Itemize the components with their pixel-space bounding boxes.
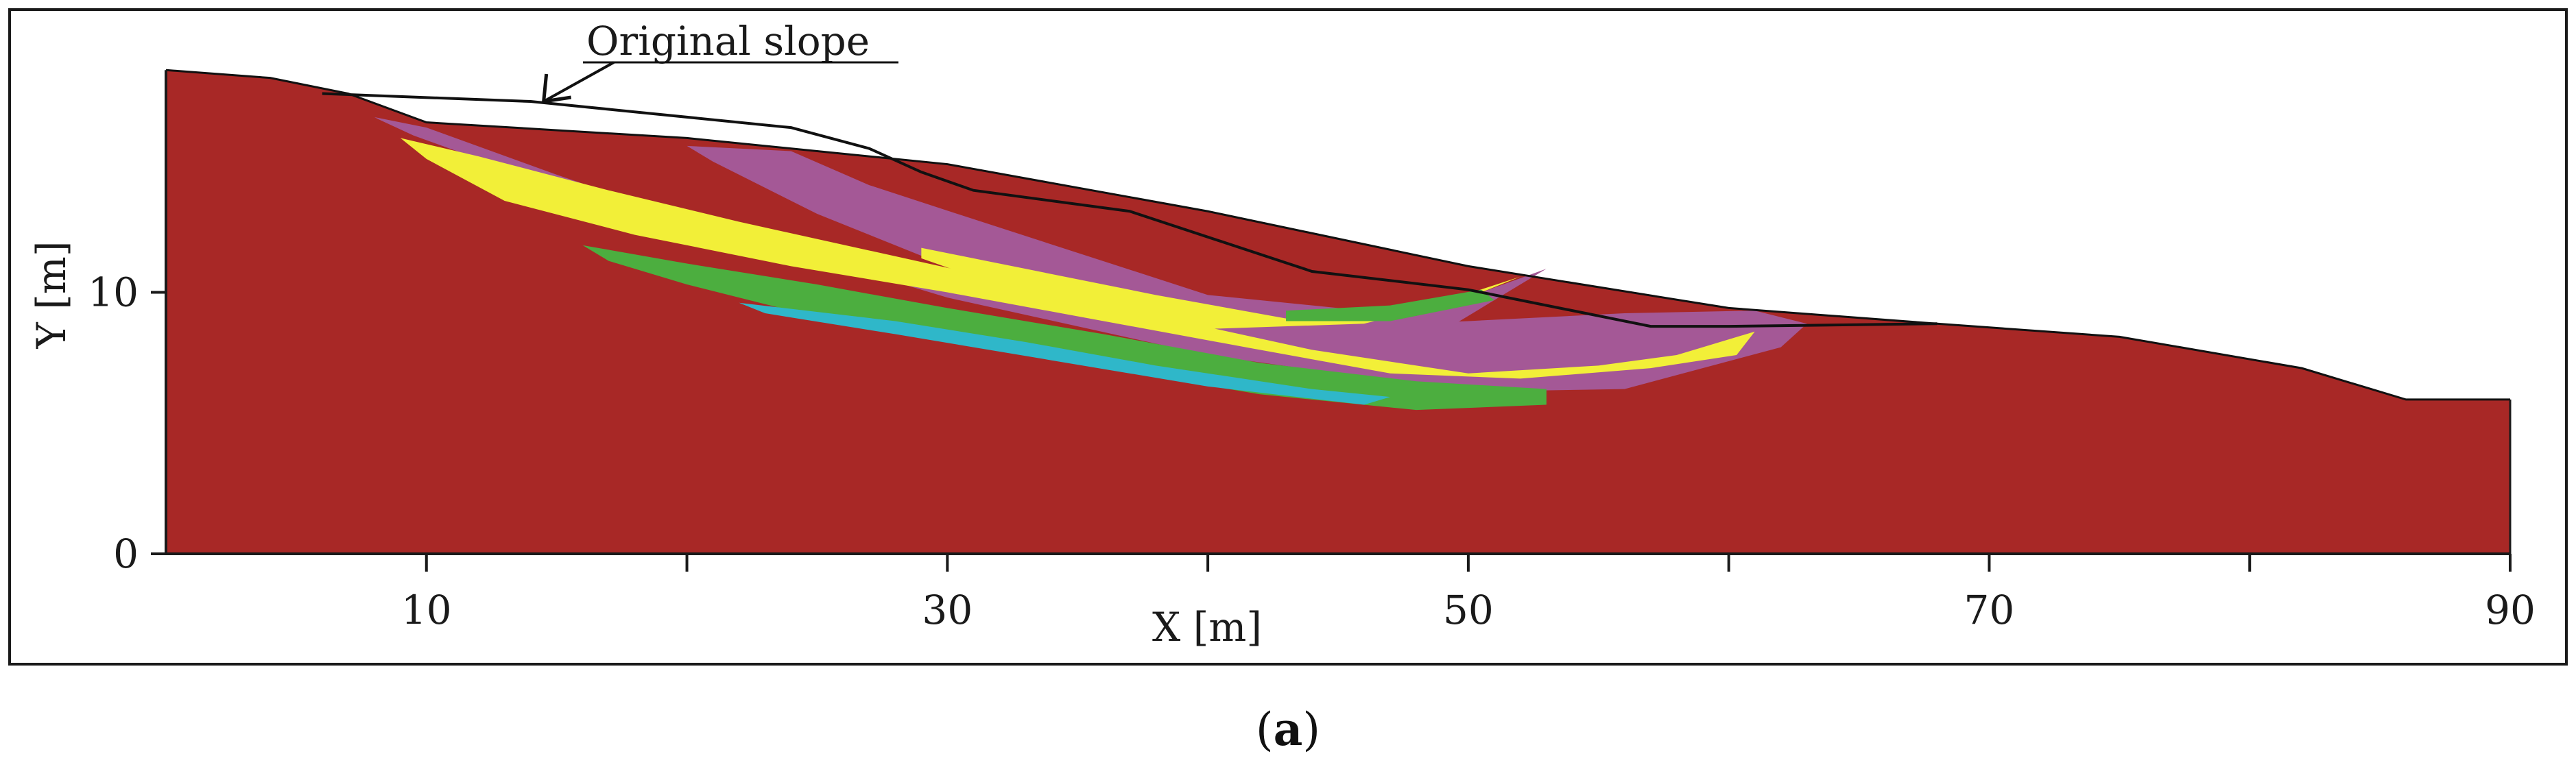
y-tick-label-0: 0 [113,531,139,577]
annotation-leader-line [542,61,615,103]
axes [151,70,2512,572]
zone-green-upper-band [1286,289,1494,321]
y-axis-label: Y [m] [28,241,75,350]
x-tick-label-30: 30 [922,587,973,633]
x-axis-label: X [m] [1152,604,1262,650]
deformed-slope-line [165,69,2510,401]
original-slope-label: Original slope [586,18,870,64]
figure-caption: (a) [1255,703,1321,756]
x-tick-label-70: 70 [1964,587,2015,633]
x-tick-label-50: 50 [1443,587,1494,633]
zone-green-lower-band [582,245,1547,411]
original-slope-line [322,92,1937,328]
x-tick-label-90: 90 [2485,587,2536,633]
y-tick-label-10: 10 [88,269,139,316]
x-tick-label-10: 10 [401,587,452,633]
annotation-arrowhead [541,73,572,103]
plot-area [165,69,2510,554]
original-slope-annotation: Original slope [541,18,898,103]
zone-cyan-shear-band [739,302,1390,405]
zone-yellow-upper-band [921,247,1520,329]
